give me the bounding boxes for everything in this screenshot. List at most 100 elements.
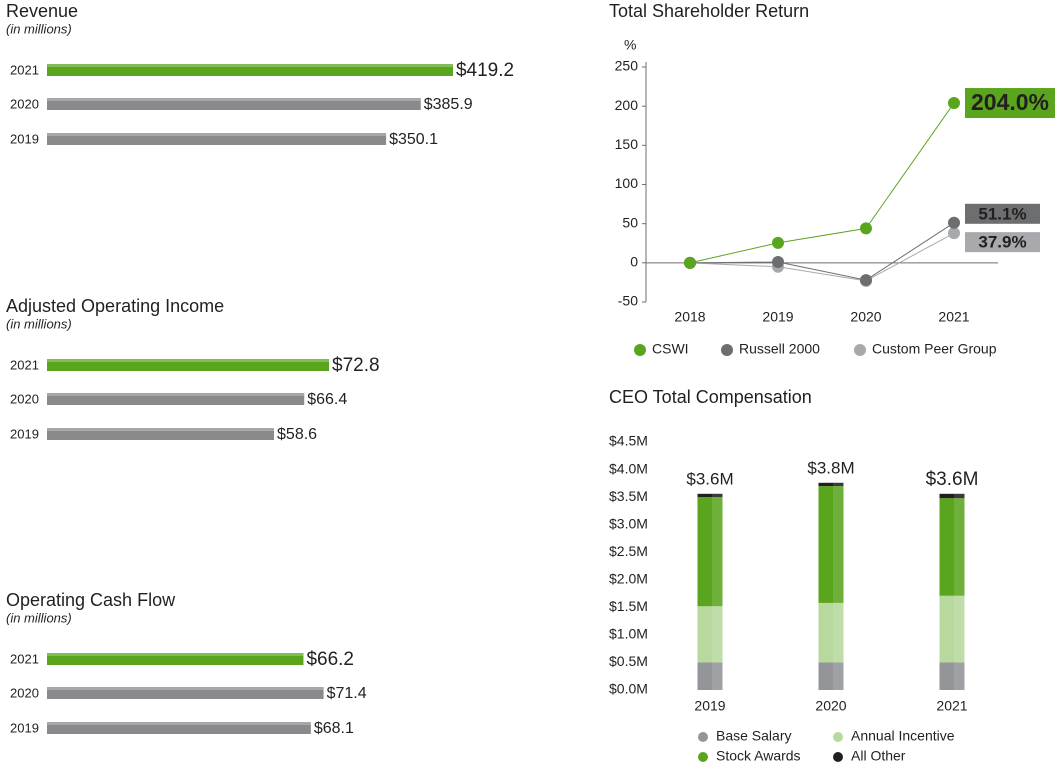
bar-segment [818,662,844,690]
legend-swatch [698,732,708,742]
bar-highlight [47,687,324,690]
bar-highlight [47,64,453,67]
total-label: $3.6M [686,469,733,488]
category-label: 2020 [10,391,39,406]
category-label: 2019 [10,720,39,735]
bar [47,64,453,76]
line [689,222,955,281]
bar [47,722,311,734]
bar-segment [697,662,723,690]
legend-label: Stock Awards [716,748,801,764]
bar-shade [712,493,723,690]
y-tick-label: 100 [615,175,639,191]
chart-subtitle: (in millions) [6,316,72,331]
value-label: $419.2 [456,60,514,81]
bar [47,359,330,371]
chart-subtitle: (in millions) [6,21,72,36]
bar [47,687,324,699]
bar-segment [818,482,844,487]
legend-label: Base Salary [716,728,791,744]
line [689,232,955,282]
point [948,227,960,240]
bar-highlight [47,98,421,101]
y-tick-label: 150 [615,136,639,152]
bar-shade [954,493,965,690]
bar-highlight [47,653,304,656]
y-tick-label: $1.0M [609,626,648,642]
y-tick-label: $2.5M [609,543,648,559]
total-label: $3.8M [807,458,854,477]
y-tick-label: $3.0M [609,515,648,531]
category-label: 2019 [10,426,39,441]
y-tick-label: 250 [615,58,639,74]
y-axis-label: % [624,37,636,53]
point [948,97,960,110]
legend-label: All Other [851,748,906,764]
value-label: $71.4 [327,685,367,702]
bar-highlight [47,133,387,136]
x-tick-label: 2018 [674,309,705,325]
bar-segment [697,493,723,498]
category-label: 2020 [10,685,39,700]
bar [47,98,421,110]
bar-highlight [47,722,311,725]
bar-segment [939,498,965,596]
bar-shade [833,482,844,690]
chart-subtitle: (in millions) [6,610,72,625]
value-label: 204.0% [971,89,1049,115]
bar-segment [697,497,723,607]
x-tick-label: 2020 [815,698,846,714]
chart-title: Operating Cash Flow [6,590,176,610]
y-tick-label: $4.5M [609,433,648,449]
bar [47,653,304,665]
point [860,274,872,287]
value-label: 37.9% [978,233,1026,252]
legend-swatch [634,344,646,356]
y-tick-label: 200 [615,97,639,113]
point [684,256,696,269]
bar-highlight [47,428,275,431]
y-tick-label: $3.5M [609,488,648,504]
bar-segment [818,486,844,603]
x-tick-label: 2019 [762,309,793,325]
chart-title: Adjusted Operating Income [6,296,224,316]
bar [47,133,387,145]
y-tick-label: $2.0M [609,570,648,586]
bar-segment [939,662,965,690]
value-label: $66.2 [306,649,354,670]
value-label: $68.1 [314,720,354,737]
bar-highlight [47,359,330,362]
legend-label: Russell 2000 [739,341,820,357]
legend-swatch [833,732,843,742]
legend-swatch [854,344,866,356]
chart-title: Total Shareholder Return [609,1,809,21]
legend-swatch [833,752,843,762]
value-label: 51.1% [978,204,1026,223]
bar-segment [939,595,965,663]
value-label-box [965,88,1055,119]
chart-title: Revenue [6,1,78,21]
value-label: $66.4 [307,391,347,408]
y-tick-label: -50 [618,293,638,309]
total-label: $3.6M [926,469,979,490]
bar [47,393,305,405]
legend-label: Custom Peer Group [872,341,997,357]
bar [47,428,275,440]
y-tick-label: 0 [630,254,638,270]
point [772,236,784,249]
y-tick-label: $0.0M [609,681,648,697]
value-label: $72.8 [332,355,380,376]
value-label-box [965,232,1040,253]
point [772,256,784,269]
x-tick-label: 2021 [938,309,969,325]
bar-segment [818,602,844,663]
legend-swatch [698,752,708,762]
category-label: 2019 [10,131,39,146]
line [689,102,955,264]
value-label: $385.9 [424,96,473,113]
bar-segment [939,493,965,499]
x-tick-label: 2021 [936,698,967,714]
category-label: 2020 [10,96,39,111]
bar-segment [697,606,723,663]
